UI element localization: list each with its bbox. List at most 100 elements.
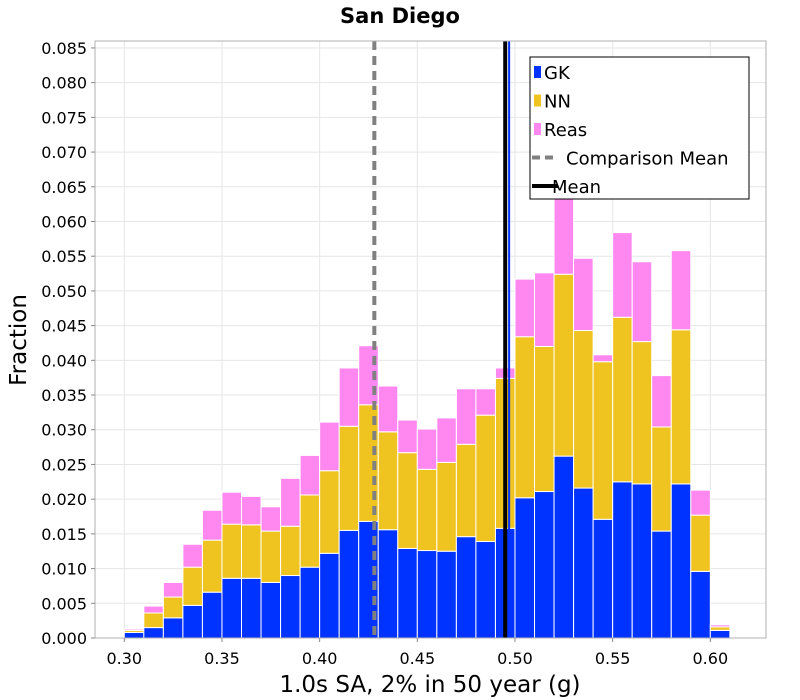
bar-reas-27 [631,261,653,343]
bar-reas-21 [514,278,536,338]
bar-nn-7 [241,524,262,579]
bar-gk-1 [123,631,145,639]
bar-reas-28 [651,375,672,428]
bar-reas-3 [162,581,184,598]
chart-title: San Diego [340,4,460,28]
y-axis-label: Fraction [6,294,32,386]
bar-reas-22 [534,272,555,347]
bar-reas-9 [280,477,301,527]
bar-nn-11 [319,470,340,554]
y-tick-label: 0.000 [41,629,87,648]
bar-gk-28 [651,530,672,639]
bar-gk-21 [514,497,536,639]
bar-gk-7 [241,577,262,639]
y-tick-label: 0.010 [41,560,87,579]
legend-label-nn: NN [544,92,571,113]
bar-gk-3 [162,617,184,639]
bar-gk-6 [221,577,243,639]
bar-nn-3 [162,596,184,619]
y-tick-label: 0.005 [41,594,87,613]
bar-reas-31 [709,624,731,628]
x-tick-label: 0.60 [693,649,729,668]
bar-gk-23 [553,455,575,639]
bar-gk-9 [280,575,301,639]
bar-nn-16 [416,468,438,552]
bar-gk-11 [319,552,340,639]
bar-reas-12 [338,367,360,427]
bar-gk-4 [182,604,203,639]
bar-reas-10 [299,454,321,496]
bar-nn-28 [651,426,672,532]
bar-nn-2 [143,612,164,629]
bar-reas-4 [182,543,203,568]
bar-nn-0 [104,636,125,638]
bar-gk-22 [534,491,555,639]
legend: GK NN Reas Comparison Mean Mean [529,56,750,200]
bar-nn-12 [338,425,360,531]
bar-nn-25 [592,361,614,520]
y-tick-label: 0.025 [41,455,87,474]
bar-nn-14 [377,431,399,531]
bar-nn-6 [221,523,243,579]
bar-nn-8 [260,530,282,583]
bar-nn-31 [709,626,731,631]
bar-gk-14 [377,529,399,639]
bar-reas-2 [143,605,164,614]
legend-box [529,56,750,200]
bar-nn-18 [455,443,477,538]
y-tick-label: 0.075 [41,108,87,127]
bar-gk-15 [397,547,418,639]
x-tick-label: 0.50 [497,649,533,668]
legend-label-gk: GK [544,63,571,84]
x-tick-label: 0.55 [595,649,631,668]
bar-gk-26 [612,481,633,639]
y-tick-label: 0.015 [41,525,87,544]
bar-nn-9 [280,525,301,577]
bar-nn-19 [475,414,496,543]
x-tick-label: 0.35 [204,649,240,668]
bar-reas-15 [397,419,418,454]
bar-gk-19 [475,541,496,639]
x-axis-ticks: 0.30 0.35 0.40 0.45 0.50 0.55 0.60 [106,638,728,668]
y-tick-label: 0.080 [41,74,87,93]
legend-swatch-nn [534,94,541,107]
y-tick-label: 0.050 [41,282,87,301]
bar-reas-24 [573,257,594,331]
x-tick-label: 0.30 [106,649,142,668]
bar-gk-10 [299,566,321,639]
y-tick-label: 0.020 [41,490,87,509]
bar-reas-7 [241,495,262,526]
bar-nn-30 [690,514,711,572]
y-tick-label: 0.040 [41,351,87,370]
bar-nn-29 [670,329,692,485]
bar-gk-2 [143,627,164,639]
bar-reas-1 [123,628,145,631]
bar-reas-16 [416,428,438,470]
legend-swatch-reas [534,123,541,135]
bar-gk-17 [436,550,457,639]
bars [104,183,750,639]
x-tick-label: 0.45 [400,649,436,668]
bar-gk-8 [260,581,282,639]
y-tick-label: 0.045 [41,317,87,336]
bar-reas-17 [436,417,457,463]
y-tick-label: 0.055 [41,247,87,266]
legend-label-comparison-mean: Comparison Mean [566,149,729,170]
x-tick-label: 0.40 [302,649,338,668]
bar-gk-24 [573,487,594,639]
bar-gk-16 [416,550,438,639]
bar-reas-30 [690,489,711,516]
bar-gk-25 [592,518,614,639]
bar-nn-26 [612,316,633,483]
bar-gk-30 [690,570,711,639]
y-tick-label: 0.070 [41,143,87,162]
y-tick-label: 0.035 [41,386,87,405]
legend-label-reas: Reas [544,120,587,141]
bar-nn-21 [514,336,536,499]
plot-frame [94,40,767,639]
bar-nn-4 [182,566,203,606]
bar-reas-29 [670,250,692,331]
bar-nn-23 [553,273,575,457]
bar-nn-17 [436,461,457,552]
